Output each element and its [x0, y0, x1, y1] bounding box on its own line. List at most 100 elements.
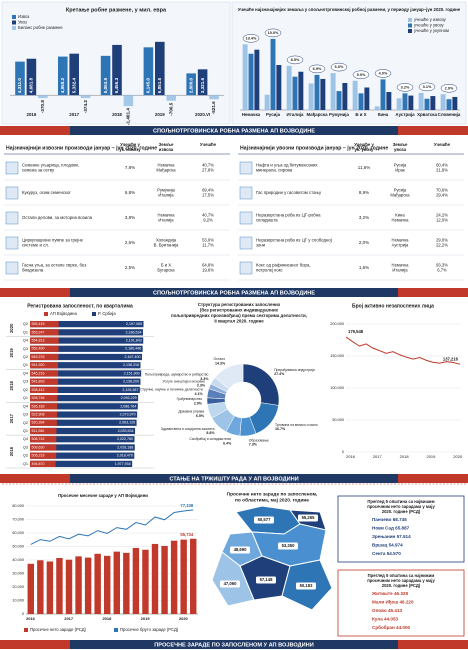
product-share: 2,0% [359, 240, 369, 245]
banner-text: СПОЉНОТРГОВИНСКА РОБНА РАЗМЕНА АП ВОЈВОД… [153, 128, 315, 134]
product-share: 2,5% [125, 265, 135, 270]
info-title: просечним нето зарадама у мају [367, 504, 435, 509]
info-item: Сента 54.570 [372, 551, 401, 556]
country-share: 70,6% [436, 188, 448, 193]
banner [70, 640, 398, 649]
slice-label: Здравствена и социјална заштита [161, 427, 215, 431]
bar [15, 61, 25, 96]
value-label: 553,247 [32, 330, 45, 334]
value-label: 4,311.0 [17, 78, 22, 94]
bar [352, 80, 358, 110]
chart-title: Број активно незапослених лица [352, 303, 434, 309]
info-item: Зрењанин 57.514 [372, 534, 411, 539]
y-tick-label: 20,000 [12, 585, 24, 589]
bar [30, 320, 59, 328]
product-name: Нафта и уља од битуменозних [256, 163, 318, 168]
bar [80, 95, 91, 99]
y-tick-label: Q4 [23, 339, 28, 343]
info-title: 2020. године (РСД) [382, 583, 421, 588]
country-share: 40,7% [202, 163, 214, 168]
bar [430, 96, 436, 110]
x-tick-label: 2016 [26, 616, 36, 621]
product-name: петролеј кокс [256, 268, 284, 273]
slice-value: 14.3% [215, 361, 226, 365]
y-tick-label: 10,000 [12, 599, 24, 603]
product-name: Неразврстана роба из ЦГ-робна [256, 213, 321, 218]
bar [30, 378, 58, 385]
slice-label: Стручне, научне и техничке делатности [140, 388, 203, 392]
country-name: Италија [392, 268, 408, 273]
legend-label: Просечне бруто зараде (РСД) [120, 627, 179, 632]
bar [143, 47, 154, 96]
bar [30, 436, 135, 443]
y-tick-label: Q1 [23, 462, 28, 466]
country-share: 64,8% [202, 263, 214, 268]
value-badge [418, 82, 436, 92]
value-label: 5.0% [357, 73, 366, 77]
banner [70, 474, 398, 483]
bar [30, 320, 144, 328]
value-label: 4,681.8 [29, 77, 34, 93]
x-tick-label: 2016 [27, 112, 37, 117]
x-tick-label: 2018 [400, 454, 410, 459]
country-share: 60,4% [436, 163, 448, 168]
bar [113, 551, 120, 614]
y-tick-label: Q2 [23, 421, 28, 425]
bar [264, 94, 270, 110]
map-title: Просечне нето зараде по запосленом, [227, 491, 318, 497]
info-item: Панчево 68.745 [372, 517, 407, 522]
bar [342, 83, 348, 110]
bar [386, 92, 392, 110]
map-value-box [230, 546, 250, 554]
chart-title: Структура регистрованих запослених [198, 302, 281, 307]
bar [104, 555, 111, 614]
slice-value: 6.4% [223, 441, 232, 445]
y-tick-label: 60,000 [12, 531, 24, 535]
product-share: 2,6% [125, 240, 135, 245]
bar [358, 93, 364, 110]
slice-label: Образовање [249, 438, 269, 442]
x-tick-label: 2017 [69, 112, 79, 117]
value-label: 13.4% [246, 36, 257, 40]
row-icon [239, 161, 253, 175]
product-name: складишта [256, 218, 278, 223]
bar [270, 38, 276, 110]
x-tick-label: Румунија [329, 112, 350, 117]
product-share: 1,6% [359, 265, 369, 270]
product-name: Гас природни у гасовитом стању [256, 190, 322, 195]
value-label: 5,332.4 [71, 77, 76, 93]
value-label: 3.1% [423, 85, 432, 89]
value-label: 55,734 [180, 532, 193, 537]
slice-value: 27.4% [274, 372, 285, 376]
bar [37, 560, 44, 614]
value-label: 2,800.0 [188, 77, 193, 93]
country-name: Ирак [395, 168, 405, 173]
y-tick-label: 40,000 [12, 558, 24, 562]
table-header: Земље [159, 142, 174, 147]
row-icon [239, 261, 253, 275]
map-title: по областима, мај 2020. године [235, 496, 309, 503]
value-label: 549,376 [32, 355, 45, 359]
slice-value: 8.8% [206, 431, 215, 435]
legend-swatch [12, 15, 16, 19]
map-value: 57,148 [260, 577, 273, 582]
y-tick-label: Q2 [23, 355, 28, 359]
value-badge [242, 34, 260, 43]
value-label: 179,548 [348, 329, 364, 334]
value-label: 6,145.0 [146, 77, 151, 93]
legend-swatch [12, 20, 16, 25]
y-tick-label: Q4 [23, 371, 28, 375]
info-item: Мали Иђош 46.220 [372, 599, 414, 605]
table-header: ук. извозу [119, 147, 141, 152]
slice-value: 16.7% [275, 427, 286, 431]
bar [30, 419, 57, 426]
value-label: 10.0% [268, 31, 279, 35]
x-tick-label: 2020.VI [195, 112, 210, 117]
bar [56, 557, 63, 614]
bar [166, 95, 177, 101]
chart-title: Учешће најзначајнијих земаља у спољнотрг… [238, 7, 461, 12]
value-label: 509,630 [32, 445, 45, 449]
value-label: -521.6 [211, 101, 216, 114]
value-badge [374, 69, 392, 78]
value-badge [440, 84, 458, 93]
